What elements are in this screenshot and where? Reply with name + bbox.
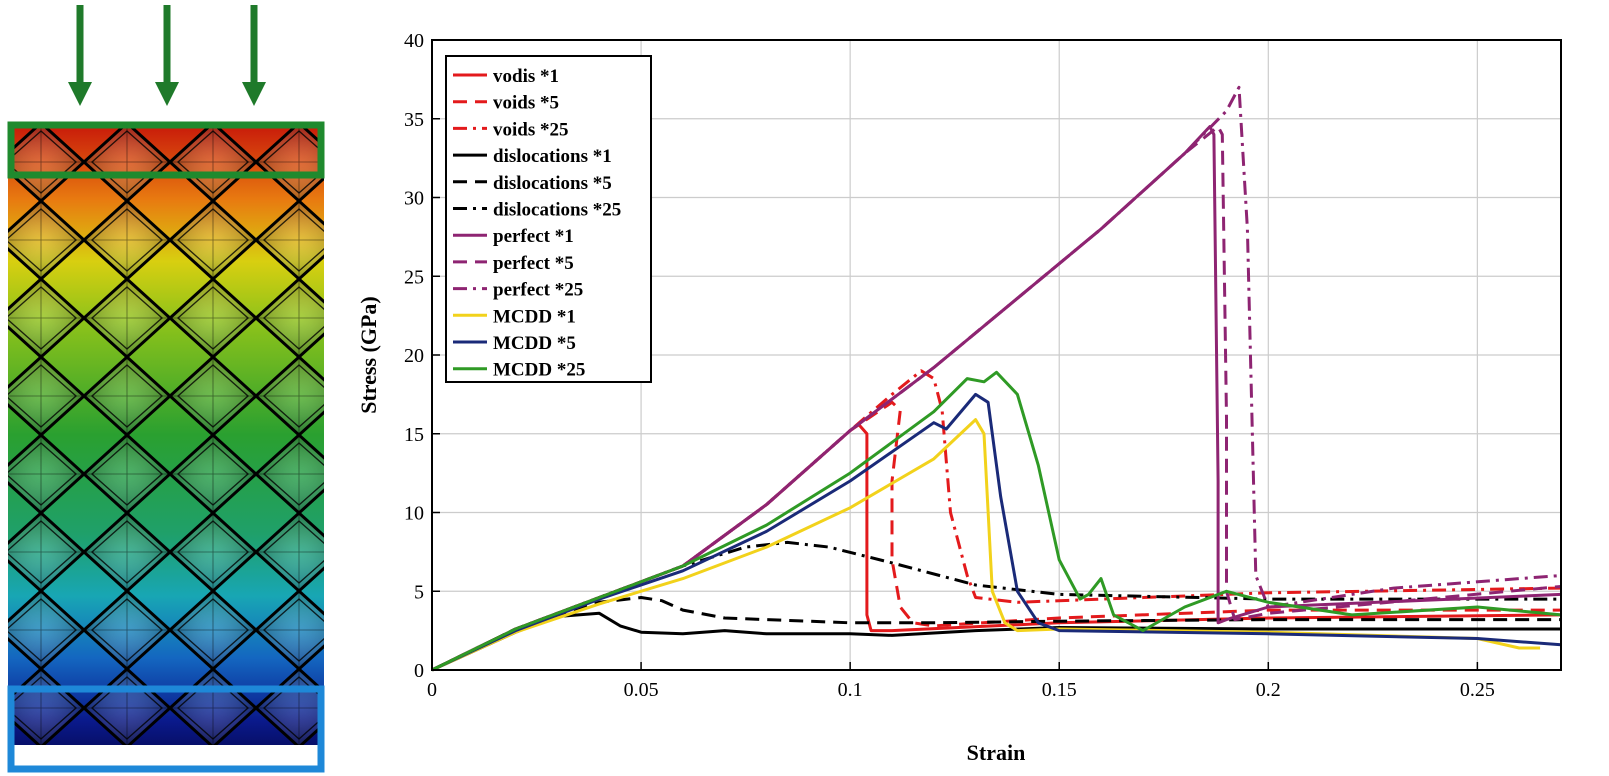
legend: vodis *1 voids *5 voids *25 dislocations *1… [445, 55, 652, 383]
series-line-mcdd-1 [431, 418, 1541, 672]
legend-label: MCDD *25 [493, 360, 585, 381]
arrow-down-icon [155, 5, 179, 106]
y-tick-label: 40 [404, 30, 424, 52]
x-tick-label: 0.1 [838, 679, 863, 701]
specimen-illustration [7, 5, 325, 773]
series-line-voids-25 [431, 369, 1562, 672]
y-tick-label: 5 [414, 581, 424, 603]
series-lines [431, 85, 1562, 672]
legend-label: dislocations *1 [493, 146, 612, 167]
legend-label: voids *25 [493, 119, 569, 140]
x-tick-label: 0.15 [1042, 679, 1077, 701]
axis-ticks: 0 0.05 0.1 0.15 0.2 0.25 0 5 10 15 20 25 30 35 40 [404, 30, 1495, 701]
y-tick-label: 15 [404, 424, 424, 446]
legend-label: MCDD *5 [493, 333, 576, 354]
arrow-down-icon [68, 5, 92, 106]
legend-label: dislocations *5 [493, 173, 612, 194]
x-tick-label: 0.05 [624, 679, 659, 701]
stress-strain-chart: 0 0.05 0.1 0.15 0.2 0.25 0 5 10 15 20 25 30 35 40 Stra… [356, 30, 1562, 765]
top-loading-plate [7, 121, 325, 179]
series-line-dislocations-25 [431, 540, 1561, 672]
legend-box [445, 55, 652, 383]
y-tick-label: 0 [414, 660, 424, 682]
bottom-fixed-plate [7, 685, 325, 773]
series-line-dislocations-5 [431, 596, 1561, 672]
y-axis-label: Stress (GPa) [356, 296, 381, 414]
x-tick-label: 0.2 [1256, 679, 1281, 701]
y-tick-label: 10 [404, 503, 424, 525]
y-tick-label: 25 [404, 266, 424, 288]
y-tick-label: 20 [404, 345, 424, 367]
load-arrows [68, 5, 266, 106]
legend-label: perfect *25 [493, 280, 583, 301]
legend-label: perfect *5 [493, 253, 574, 274]
series-line-mcdd-5 [431, 392, 1562, 672]
y-tick-label: 30 [404, 188, 424, 210]
x-axis-label: Strain [967, 740, 1026, 765]
y-tick-label: 35 [404, 109, 424, 131]
series-line-mcdd-25 [431, 370, 1562, 672]
legend-label: dislocations *25 [493, 200, 621, 221]
legend-label: voids *5 [493, 93, 559, 114]
x-tick-label: 0.25 [1460, 679, 1495, 701]
legend-label: vodis *1 [493, 66, 559, 87]
legend-label: perfect *1 [493, 226, 574, 247]
legend-label: MCDD *1 [493, 306, 576, 327]
arrow-down-icon [242, 5, 266, 106]
x-tick-label: 0 [427, 679, 437, 701]
